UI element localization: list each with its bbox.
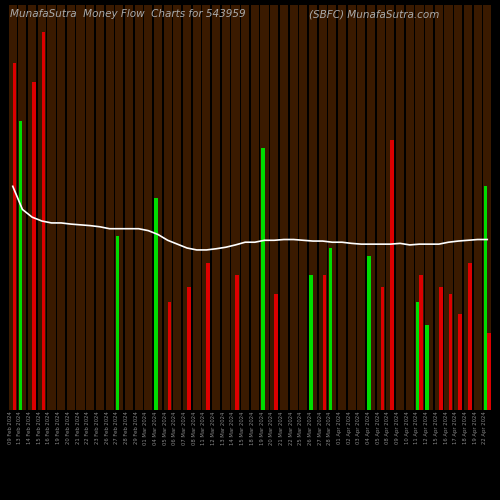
Bar bbox=[328, 248, 332, 410]
Bar bbox=[390, 140, 394, 410]
Bar bbox=[406, 5, 414, 410]
Bar bbox=[488, 333, 491, 410]
Bar bbox=[168, 302, 172, 410]
Bar bbox=[448, 294, 452, 410]
Bar bbox=[48, 5, 56, 410]
Bar bbox=[260, 5, 268, 410]
Text: (SBFC) MunafaSutra.com: (SBFC) MunafaSutra.com bbox=[309, 9, 439, 19]
Bar bbox=[222, 5, 230, 410]
Bar bbox=[396, 5, 404, 410]
Bar bbox=[328, 5, 336, 410]
Bar bbox=[290, 5, 298, 410]
Bar bbox=[57, 5, 65, 410]
Bar bbox=[241, 5, 249, 410]
Bar bbox=[86, 5, 94, 410]
Bar bbox=[358, 5, 366, 410]
Bar bbox=[12, 63, 16, 410]
Bar bbox=[322, 275, 326, 410]
Bar bbox=[144, 5, 152, 410]
Bar bbox=[116, 236, 119, 410]
Bar bbox=[310, 275, 313, 410]
Bar bbox=[474, 5, 482, 410]
Bar bbox=[202, 5, 210, 410]
Bar bbox=[192, 5, 201, 410]
Bar bbox=[106, 5, 114, 410]
Bar bbox=[212, 5, 220, 410]
Bar bbox=[425, 5, 433, 410]
Bar bbox=[8, 5, 17, 410]
Bar bbox=[115, 5, 124, 410]
Bar bbox=[19, 120, 22, 410]
Text: MunafaSutra  Money Flow  Charts for 543959: MunafaSutra Money Flow Charts for 543959 bbox=[10, 9, 246, 19]
Bar bbox=[32, 82, 36, 410]
Bar bbox=[28, 5, 36, 410]
Bar bbox=[416, 302, 420, 410]
Bar bbox=[154, 198, 158, 410]
Bar bbox=[183, 5, 191, 410]
Bar bbox=[309, 5, 317, 410]
Bar bbox=[348, 5, 356, 410]
Bar bbox=[444, 5, 452, 410]
Bar bbox=[299, 5, 308, 410]
Bar bbox=[380, 286, 384, 410]
Bar bbox=[420, 275, 423, 410]
Bar bbox=[416, 5, 424, 410]
Bar bbox=[96, 5, 104, 410]
Bar bbox=[42, 32, 45, 410]
Bar bbox=[368, 256, 371, 410]
Bar bbox=[38, 5, 46, 410]
Bar bbox=[67, 5, 75, 410]
Bar bbox=[454, 5, 462, 410]
Bar bbox=[236, 275, 239, 410]
Bar bbox=[386, 5, 394, 410]
Bar bbox=[251, 5, 259, 410]
Bar bbox=[187, 286, 190, 410]
Bar bbox=[274, 294, 278, 410]
Bar bbox=[484, 186, 488, 410]
Bar bbox=[464, 5, 472, 410]
Bar bbox=[261, 148, 264, 410]
Bar bbox=[367, 5, 375, 410]
Bar bbox=[206, 264, 210, 410]
Bar bbox=[280, 5, 288, 410]
Bar bbox=[483, 5, 492, 410]
Bar bbox=[270, 5, 278, 410]
Bar bbox=[458, 314, 462, 410]
Bar bbox=[154, 5, 162, 410]
Bar bbox=[76, 5, 84, 410]
Bar bbox=[439, 286, 442, 410]
Bar bbox=[426, 325, 429, 410]
Bar bbox=[174, 5, 182, 410]
Bar bbox=[468, 264, 471, 410]
Bar bbox=[338, 5, 346, 410]
Bar bbox=[435, 5, 443, 410]
Bar bbox=[376, 5, 385, 410]
Bar bbox=[232, 5, 239, 410]
Bar bbox=[125, 5, 133, 410]
Bar bbox=[318, 5, 326, 410]
Bar bbox=[164, 5, 172, 410]
Bar bbox=[134, 5, 142, 410]
Bar bbox=[18, 5, 26, 410]
